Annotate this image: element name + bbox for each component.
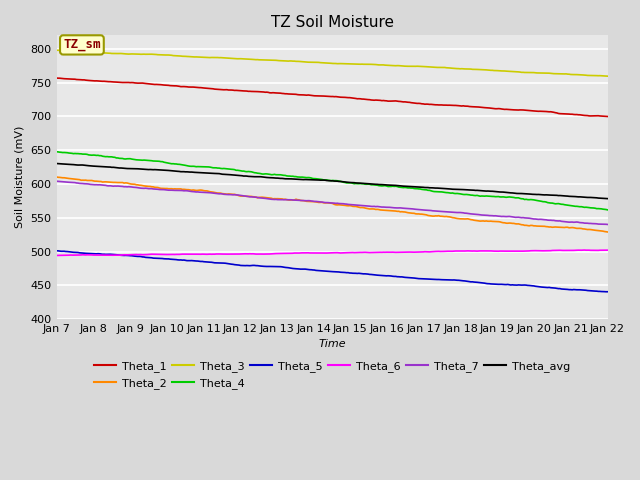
Theta_avg: [294, 177, 301, 182]
Theta_avg: [120, 166, 128, 171]
Theta_1: [573, 112, 580, 118]
Theta_3: [218, 55, 226, 60]
Theta_6: [573, 247, 580, 253]
Theta_3: [295, 59, 303, 64]
Theta_7: [236, 192, 243, 198]
Theta_6: [580, 247, 588, 253]
Theta_avg: [236, 173, 243, 179]
Theta_2: [120, 180, 128, 186]
Line: Theta_5: Theta_5: [56, 251, 607, 292]
Theta_7: [573, 219, 580, 225]
Theta_4: [244, 168, 252, 174]
Theta_5: [120, 252, 128, 258]
Theta_6: [217, 251, 225, 257]
Theta_2: [52, 174, 60, 180]
Theta_6: [244, 251, 252, 257]
Theta_avg: [604, 196, 611, 202]
Theta_5: [217, 260, 225, 266]
Theta_3: [575, 72, 582, 78]
Line: Theta_avg: Theta_avg: [56, 164, 607, 199]
Text: TZ_sm: TZ_sm: [63, 38, 100, 51]
Theta_3: [604, 73, 611, 79]
Line: Theta_2: Theta_2: [56, 177, 607, 232]
Theta_1: [604, 114, 611, 120]
Theta_avg: [52, 161, 60, 167]
Theta_6: [604, 247, 611, 253]
Y-axis label: Soil Moisture (mV): Soil Moisture (mV): [15, 126, 25, 228]
Theta_4: [573, 204, 580, 209]
Theta_4: [294, 174, 301, 180]
Theta_5: [52, 248, 60, 253]
Line: Theta_6: Theta_6: [56, 250, 607, 255]
Theta_5: [604, 289, 611, 295]
Line: Theta_1: Theta_1: [56, 78, 607, 117]
Line: Theta_7: Theta_7: [56, 181, 607, 225]
Theta_6: [52, 252, 60, 258]
Line: Theta_4: Theta_4: [56, 152, 607, 210]
Theta_7: [120, 184, 128, 190]
Theta_6: [294, 250, 301, 256]
Theta_5: [294, 266, 301, 272]
Theta_2: [604, 229, 611, 235]
Theta_4: [604, 207, 611, 213]
Theta_5: [573, 287, 580, 293]
Theta_6: [120, 252, 128, 258]
Theta_2: [236, 193, 243, 199]
Theta_avg: [217, 171, 225, 177]
Theta_2: [244, 193, 252, 199]
Theta_1: [217, 87, 225, 93]
Title: TZ Soil Moisture: TZ Soil Moisture: [271, 15, 394, 30]
Theta_4: [236, 168, 243, 173]
Theta_1: [52, 75, 60, 81]
Theta_7: [244, 193, 252, 199]
Theta_avg: [573, 194, 580, 200]
Theta_6: [236, 251, 243, 257]
Theta_4: [120, 156, 128, 162]
Theta_7: [52, 179, 60, 184]
Theta_4: [52, 149, 60, 155]
Theta_3: [122, 51, 129, 57]
Theta_2: [217, 190, 225, 196]
Theta_4: [217, 166, 225, 171]
Theta_1: [120, 80, 128, 85]
X-axis label: Time: Time: [318, 339, 346, 349]
Theta_7: [217, 191, 225, 197]
Theta_3: [54, 48, 62, 53]
Theta_3: [52, 48, 60, 53]
Legend: Theta_1, Theta_2, Theta_3, Theta_4, Theta_5, Theta_6, Theta_7, Theta_avg: Theta_1, Theta_2, Theta_3, Theta_4, Thet…: [90, 357, 575, 393]
Theta_3: [237, 56, 244, 61]
Theta_5: [602, 289, 610, 295]
Theta_1: [294, 92, 301, 97]
Theta_1: [244, 88, 252, 94]
Theta_2: [294, 197, 301, 203]
Theta_7: [294, 197, 301, 203]
Theta_2: [573, 226, 580, 231]
Theta_5: [244, 263, 252, 268]
Theta_1: [236, 88, 243, 94]
Theta_3: [246, 56, 253, 62]
Theta_5: [236, 262, 243, 268]
Theta_7: [604, 222, 611, 228]
Theta_avg: [244, 173, 252, 179]
Line: Theta_3: Theta_3: [56, 50, 607, 76]
